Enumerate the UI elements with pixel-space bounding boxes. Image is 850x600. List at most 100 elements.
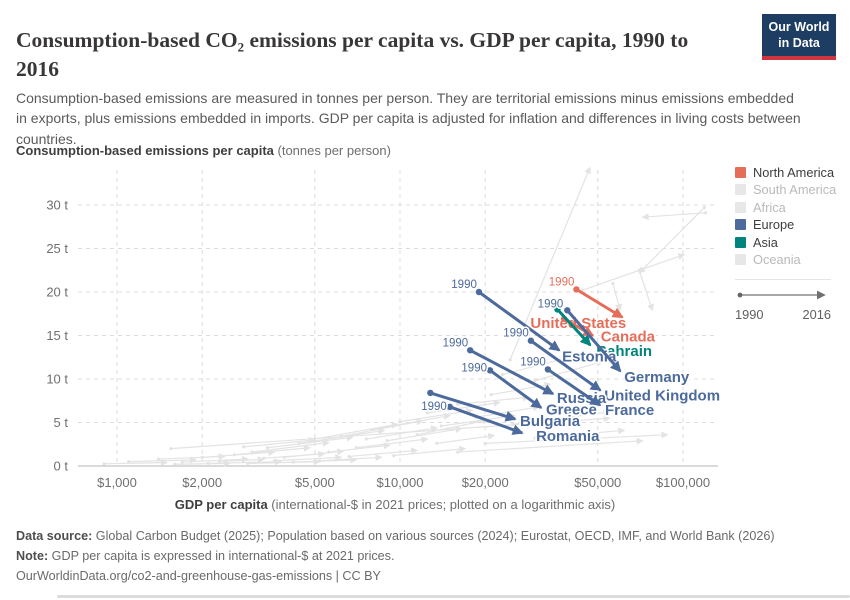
country-arrow-bahrain[interactable] bbox=[556, 308, 592, 347]
chart-subtitle: Consumption-based emissions are measured… bbox=[16, 90, 801, 147]
background-country-arrow[interactable] bbox=[348, 447, 419, 458]
country-start-dot-estonia[interactable] bbox=[475, 288, 483, 296]
background-country-arrow[interactable] bbox=[399, 407, 474, 423]
background-start-dot bbox=[611, 281, 615, 285]
background-start-dot bbox=[435, 441, 439, 445]
background-country-arrow[interactable] bbox=[328, 442, 391, 453]
country-start-dot-greece[interactable] bbox=[486, 367, 494, 374]
background-country-arrow[interactable] bbox=[234, 444, 311, 456]
country-label-canada[interactable]: Canada bbox=[599, 327, 657, 348]
legend-item-africa[interactable]: Africa bbox=[735, 200, 839, 215]
x-axis-title-rest: (international-$ in 2021 prices; plotted… bbox=[267, 497, 616, 512]
start-year-label-united-states: 1990 bbox=[549, 276, 575, 288]
background-country-arrow[interactable] bbox=[457, 437, 644, 453]
country-label-bulgaria[interactable]: Bulgaria bbox=[518, 411, 582, 432]
timeline-arrow-icon bbox=[737, 290, 826, 300]
background-country-arrow[interactable] bbox=[372, 413, 451, 431]
background-country-arrow[interactable] bbox=[509, 166, 591, 361]
background-country-arrow[interactable] bbox=[366, 425, 438, 440]
background-country-arrow[interactable] bbox=[441, 412, 517, 427]
chart-footer: Data source: Global Carbon Budget (2025)… bbox=[16, 526, 840, 586]
background-country-arrow[interactable] bbox=[502, 352, 581, 376]
background-country-arrow[interactable] bbox=[170, 415, 611, 450]
country-arrow-france[interactable] bbox=[547, 368, 602, 407]
legend-item-europe[interactable]: Europe bbox=[735, 217, 839, 232]
owid-logo-line1: Our World bbox=[768, 20, 830, 34]
legend-item-oceania[interactable]: Oceania bbox=[735, 252, 839, 267]
background-country-arrow[interactable] bbox=[356, 436, 429, 449]
start-year-label-germany: 1990 bbox=[538, 298, 564, 310]
background-start-dot bbox=[533, 436, 537, 440]
background-country-arrow[interactable] bbox=[512, 409, 611, 425]
background-country-arrow[interactable] bbox=[393, 445, 467, 457]
legend-item-asia[interactable]: Asia bbox=[735, 235, 839, 250]
background-country-arrow[interactable] bbox=[208, 458, 283, 466]
background-country-arrow[interactable] bbox=[314, 421, 399, 440]
background-country-arrow[interactable] bbox=[427, 399, 501, 414]
background-country-arrow[interactable] bbox=[457, 394, 530, 405]
background-country-arrow[interactable] bbox=[534, 359, 604, 382]
background-country-arrow[interactable] bbox=[417, 417, 490, 436]
background-country-arrow[interactable] bbox=[243, 436, 316, 448]
country-arrow-germany[interactable] bbox=[566, 309, 622, 373]
legend-item-south-america[interactable]: South America bbox=[735, 182, 839, 197]
scatter-plot[interactable]: $1,000 $2,000 $5,000 $10,000 $20,000 $50,000 $… bbox=[0, 158, 760, 513]
background-country-arrow[interactable] bbox=[612, 283, 623, 312]
background-country-arrow[interactable] bbox=[386, 426, 463, 442]
country-start-dot-germany[interactable] bbox=[564, 307, 571, 314]
country-label-united-kingdom[interactable]: United Kingdom bbox=[602, 386, 721, 407]
background-start-dot bbox=[347, 454, 351, 459]
country-start-dot-russia[interactable] bbox=[466, 347, 474, 354]
country-start-dot-united-states[interactable] bbox=[573, 286, 580, 293]
background-country-arrow[interactable] bbox=[581, 253, 686, 291]
country-label-germany[interactable]: Germany bbox=[622, 367, 691, 388]
background-country-arrow[interactable] bbox=[638, 207, 705, 274]
background-start-dot bbox=[200, 455, 204, 459]
y-tick-label: 10 t bbox=[46, 372, 68, 387]
country-arrow-united-kingdom[interactable] bbox=[529, 339, 602, 392]
country-label-romania[interactable]: Romania bbox=[534, 426, 602, 447]
background-country-arrow[interactable] bbox=[436, 432, 496, 444]
background-country-arrow[interactable] bbox=[293, 456, 358, 464]
scrollbar-track[interactable] bbox=[57, 595, 850, 598]
background-start-dot bbox=[327, 450, 331, 454]
x-tick-label: $50,000 bbox=[574, 475, 621, 490]
timeline-end-year[interactable]: 2016 bbox=[802, 307, 831, 322]
country-arrow-romania[interactable] bbox=[449, 405, 524, 435]
footer-link-line[interactable]: OurWorldinData.org/co2-and-greenhouse-ga… bbox=[16, 569, 381, 584]
y-tick-label: 5 t bbox=[54, 415, 69, 430]
y-tick-label: 15 t bbox=[46, 328, 68, 343]
background-start-dot bbox=[297, 441, 301, 445]
country-arrow-bulgaria[interactable] bbox=[429, 391, 517, 422]
background-country-arrow[interactable] bbox=[251, 439, 330, 453]
country-label-france[interactable]: France bbox=[603, 400, 656, 421]
background-country-arrow[interactable] bbox=[128, 456, 197, 464]
country-arrow-greece[interactable] bbox=[489, 369, 543, 409]
country-start-dot-romania[interactable] bbox=[446, 403, 454, 411]
legend-item-north-america[interactable]: North America bbox=[735, 165, 839, 180]
footer-source-text: Global Carbon Budget (2025); Population … bbox=[92, 529, 775, 543]
country-start-dot-united-kingdom[interactable] bbox=[527, 337, 535, 344]
country-start-dot-bahrain[interactable] bbox=[554, 306, 561, 313]
background-country-arrow[interactable] bbox=[274, 454, 343, 462]
background-start-dot bbox=[456, 402, 460, 406]
country-start-dot-bulgaria[interactable] bbox=[427, 389, 434, 397]
country-arrow-united-states[interactable] bbox=[575, 288, 624, 319]
background-country-arrow[interactable] bbox=[104, 459, 168, 467]
background-country-arrow[interactable] bbox=[263, 450, 326, 459]
country-arrow-russia[interactable] bbox=[469, 348, 555, 396]
background-country-arrow[interactable] bbox=[182, 455, 249, 463]
country-arrow-estonia[interactable] bbox=[478, 290, 561, 352]
background-country-arrow[interactable] bbox=[534, 427, 626, 439]
owid-logo[interactable]: Our World in Data bbox=[762, 14, 836, 60]
timeline-start-year[interactable]: 1990 bbox=[735, 307, 764, 322]
country-start-dot-france[interactable] bbox=[544, 366, 552, 373]
chart-title[interactable]: Consumption-based CO₂ emissions per capi… bbox=[16, 28, 689, 81]
background-country-arrow[interactable] bbox=[641, 212, 706, 221]
background-country-arrow[interactable] bbox=[638, 270, 654, 312]
country-label-greece[interactable]: Greece bbox=[544, 400, 598, 421]
x-tick-label: $1,000 bbox=[97, 475, 137, 490]
background-start-dot bbox=[291, 460, 295, 464]
background-country-arrow[interactable] bbox=[485, 431, 669, 444]
background-start-dot bbox=[250, 450, 254, 454]
